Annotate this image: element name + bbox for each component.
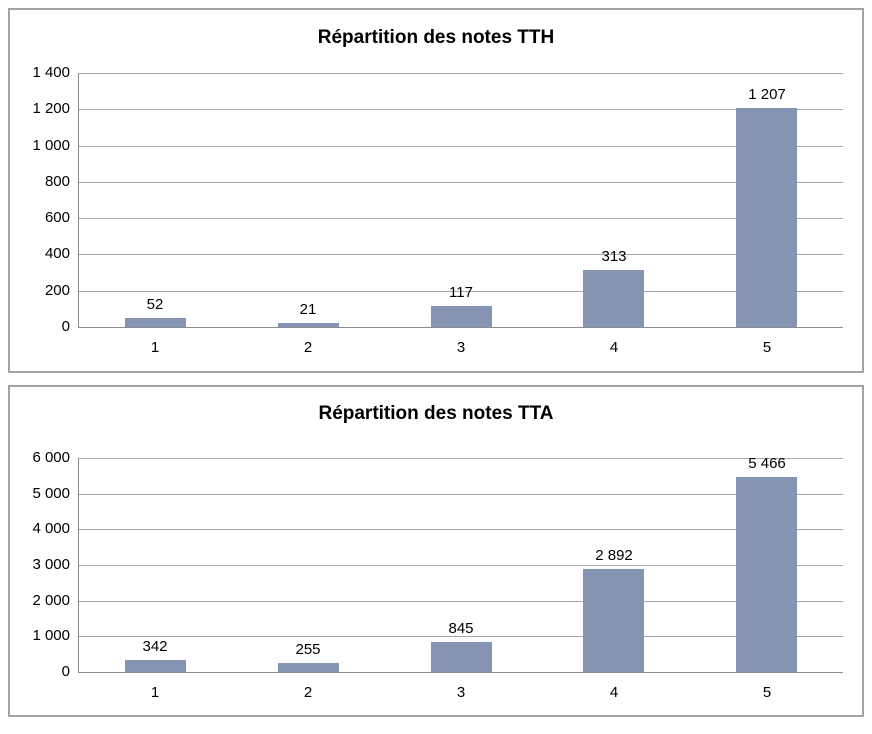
bar-value-label: 52 xyxy=(146,296,164,313)
bar-value-label: 255 xyxy=(295,641,321,658)
bar-value-label: 845 xyxy=(448,620,474,637)
y-axis-tick-label: 400 xyxy=(44,245,70,262)
y-gridline xyxy=(79,565,843,566)
x-axis-category-label: 5 xyxy=(762,339,772,356)
y-axis-tick-label: 1 200 xyxy=(32,100,70,117)
bar-category-3 xyxy=(431,306,492,327)
bar-category-1 xyxy=(125,318,186,327)
bar-category-4 xyxy=(583,270,644,327)
bar-category-5 xyxy=(736,477,797,672)
y-axis-tick-label: 200 xyxy=(44,282,70,299)
y-gridline xyxy=(79,458,843,459)
y-gridline xyxy=(79,494,843,495)
y-axis-tick-label: 800 xyxy=(44,173,70,190)
chart-panel-tta: Répartition des notes TTA 0 1 000 2 000 3 0… xyxy=(8,385,864,717)
bar-category-2 xyxy=(278,323,339,327)
chart-plot-area-tth: 0 200 400 600 800 1 000 1 200 1 400 52 1 21 2 117 3 31… xyxy=(32,64,843,356)
bar-value-label: 5 466 xyxy=(748,455,786,472)
y-axis-tick-label: 2 000 xyxy=(32,592,70,609)
y-gridline xyxy=(79,529,843,530)
x-axis-category-label: 3 xyxy=(456,339,466,356)
y-axis-tick-label: 0 xyxy=(61,318,70,335)
chart-plot-area-tta: 0 1 000 2 000 3 000 4 000 5 000 6 000 342 1 255 2 8… xyxy=(32,449,843,701)
bar-category-4 xyxy=(583,569,644,672)
chart-title-tth: Répartition des notes TTH xyxy=(317,27,555,48)
y-axis-tick-label: 0 xyxy=(61,663,70,680)
y-axis-tick-label: 5 000 xyxy=(32,485,70,502)
x-axis-category-label: 5 xyxy=(762,684,772,701)
y-gridline xyxy=(79,109,843,110)
y-gridline xyxy=(79,218,843,219)
y-gridline xyxy=(79,146,843,147)
y-axis-tick-label: 1 000 xyxy=(32,137,70,154)
y-axis-tick-label: 4 000 xyxy=(32,520,70,537)
x-axis-category-label: 2 xyxy=(303,339,313,356)
bar-value-label: 2 892 xyxy=(595,547,633,564)
y-axis-tick-label: 1 000 xyxy=(32,627,70,644)
x-axis-category-label: 2 xyxy=(303,684,313,701)
y-gridline xyxy=(79,254,843,255)
y-gridline xyxy=(79,636,843,637)
chart-title-tta: Répartition des notes TTA xyxy=(318,403,554,424)
bar-value-label: 1 207 xyxy=(748,86,786,103)
x-axis-category-label: 3 xyxy=(456,684,466,701)
x-axis-category-label: 4 xyxy=(609,339,619,356)
bar-category-1 xyxy=(125,660,186,672)
bar-value-label: 21 xyxy=(299,301,317,318)
bar-category-2 xyxy=(278,663,339,672)
bar-value-label: 117 xyxy=(449,284,473,301)
y-gridline xyxy=(79,182,843,183)
y-axis-tick-label: 600 xyxy=(44,209,70,226)
bar-category-3 xyxy=(431,642,492,672)
y-gridline xyxy=(79,601,843,602)
x-axis-category-label: 1 xyxy=(150,339,160,356)
y-gridline xyxy=(79,73,843,74)
bar-value-label: 313 xyxy=(601,248,627,265)
chart-panel-tth: Répartition des notes TTH 0 200 400 600 800 1… xyxy=(8,8,864,373)
bar-value-label: 342 xyxy=(142,638,168,655)
bar-category-5 xyxy=(736,108,797,327)
y-gridline xyxy=(79,291,843,292)
y-axis-tick-label: 6 000 xyxy=(32,449,70,466)
y-axis-tick-label: 1 400 xyxy=(32,64,70,81)
x-axis-category-label: 1 xyxy=(150,684,160,701)
y-axis-tick-label: 3 000 xyxy=(32,556,70,573)
x-axis-category-label: 4 xyxy=(609,684,619,701)
